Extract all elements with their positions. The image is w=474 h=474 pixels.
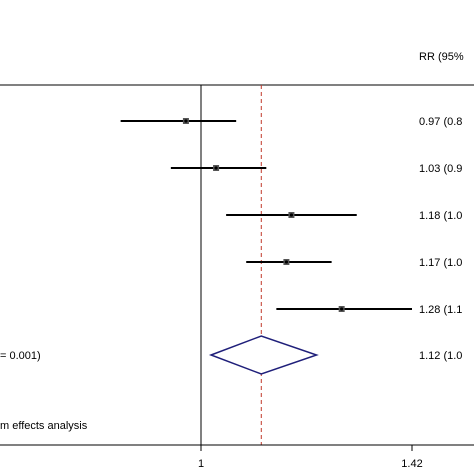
random-effects-note: m effects analysis — [0, 420, 88, 432]
study-point-center — [340, 307, 344, 311]
x-tick-label: 1.42 — [401, 458, 422, 470]
study-point-center — [284, 260, 289, 264]
x-axis-ticks: 1 1.42 — [198, 445, 423, 470]
study-point-center — [184, 119, 188, 123]
rr-column-header: RR (95% — [419, 51, 464, 63]
x-tick-label: 1 — [198, 458, 204, 470]
study-estimate-label: 1.03 (0.9 — [419, 163, 462, 175]
study-estimate-label: 1.18 (1.0 — [419, 210, 462, 222]
pooled-estimate-label: 1.12 (1.0 — [419, 350, 462, 362]
study-estimate-label: 1.17 (1.0 — [419, 257, 462, 269]
study-point-center — [214, 166, 218, 170]
study-rows: 0.97 (0.8 1.03 (0.9 1.18 (1.0 1.17 (1.0 1.28… — [120, 116, 462, 316]
study-estimate-label: 0.97 (0.8 — [419, 116, 462, 128]
pooled-diamond — [208, 335, 319, 375]
study-estimate-label: 1.28 (1.1 — [419, 304, 462, 316]
study-point-center — [289, 213, 294, 217]
heterogeneity-text: = 0.001) — [0, 350, 41, 362]
